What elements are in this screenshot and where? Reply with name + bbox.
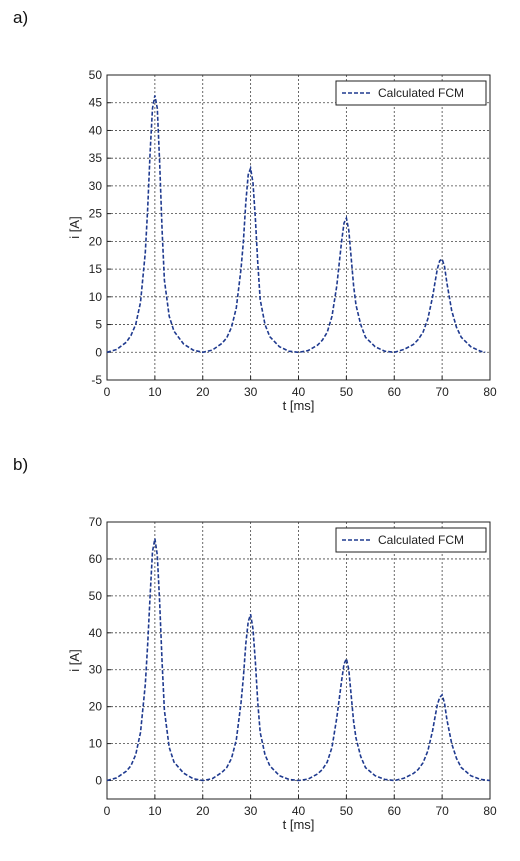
y-tick-label: 0 <box>95 345 102 359</box>
x-tick-label: 60 <box>388 385 402 399</box>
legend-label: Calculated FCM <box>378 533 464 547</box>
x-tick-label: 20 <box>196 804 210 818</box>
y-tick-label: 50 <box>89 68 103 82</box>
x-tick-label: 70 <box>435 804 449 818</box>
x-tick-label: 30 <box>244 385 258 399</box>
y-tick-label: -5 <box>91 373 102 387</box>
y-tick-label: 40 <box>89 123 103 137</box>
y-tick-label: 0 <box>95 774 102 788</box>
panel-label-b: b) <box>13 455 29 474</box>
y-tick-label: 10 <box>89 290 103 304</box>
x-tick-label: 80 <box>483 385 497 399</box>
x-axis-title: t [ms] <box>283 398 315 413</box>
y-tick-label: 15 <box>89 262 103 276</box>
x-tick-label: 10 <box>148 804 162 818</box>
x-tick-label: 50 <box>340 385 354 399</box>
y-tick-label: 60 <box>89 552 103 566</box>
x-tick-label: 50 <box>340 804 354 818</box>
y-tick-label: 35 <box>89 151 103 165</box>
y-tick-label: 70 <box>89 515 103 529</box>
series-line <box>106 538 491 782</box>
x-tick-label: 10 <box>148 385 162 399</box>
x-tick-label: 30 <box>244 804 258 818</box>
x-tick-label: 40 <box>292 804 306 818</box>
y-tick-label: 30 <box>89 663 103 677</box>
x-tick-label: 20 <box>196 385 210 399</box>
x-tick-label: 60 <box>388 804 402 818</box>
y-tick-label: 40 <box>89 626 103 640</box>
chart-a: 0 10 20 30 40 50 60 70 80-505101520253035404550t… <box>67 68 497 413</box>
y-tick-label: 45 <box>89 96 103 110</box>
y-tick-label: 50 <box>89 589 103 603</box>
legend-label: Calculated FCM <box>378 86 464 100</box>
series-line <box>106 95 486 354</box>
x-tick-label: 0 <box>104 385 111 399</box>
y-tick-label: 20 <box>89 234 103 248</box>
y-tick-label: 10 <box>89 737 103 751</box>
x-tick-label: 70 <box>435 385 449 399</box>
y-tick-label: 20 <box>89 700 103 714</box>
y-tick-label: 25 <box>89 207 103 221</box>
x-tick-label: 40 <box>292 385 306 399</box>
x-tick-label: 80 <box>483 804 497 818</box>
y-axis-title: i [A] <box>67 216 82 238</box>
y-tick-label: 5 <box>95 318 102 332</box>
x-tick-label: 0 <box>104 804 111 818</box>
y-axis-title: i [A] <box>67 649 82 671</box>
x-axis-title: t [ms] <box>283 817 315 832</box>
chart-b: 0 10 20 30 40 50 60 70 80 0 10 20 30 40 50 60 70 t [ms] i … <box>67 515 497 832</box>
y-tick-label: 30 <box>89 179 103 193</box>
panel-label-a: a) <box>13 8 29 27</box>
